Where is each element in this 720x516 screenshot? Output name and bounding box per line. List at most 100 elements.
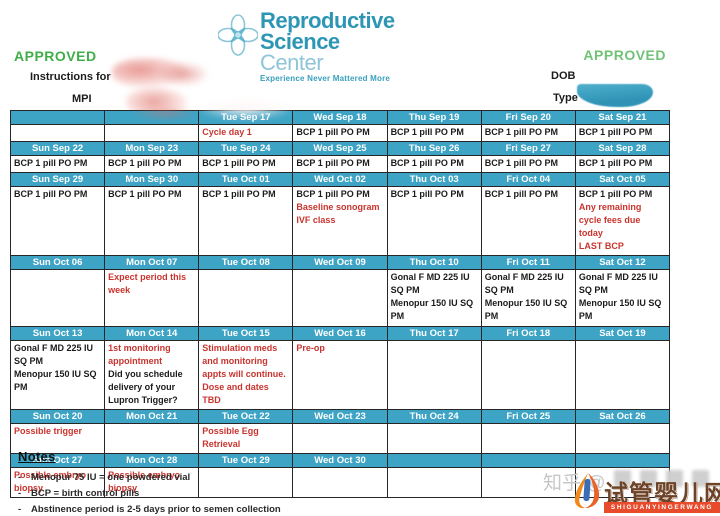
calendar-day-cell (292, 422, 388, 454)
calendar-day-cell: Gonal F MD 225 IU SQ PM Menopur 150 IU SQ… (480, 269, 576, 327)
calendar-day-cell (292, 269, 388, 327)
calendar-date-header: Mon Oct 07 (104, 255, 200, 271)
note-item: - Abstinence period is 2-5 days prior to … (18, 504, 438, 515)
calendar-med-text: BCP 1 pill PO PM (390, 158, 464, 169)
calendar-date-header-empty (9, 110, 106, 125)
calendar-week-6-header-row: Sun Oct 20 Mon Oct 21 Tue Oct 22 Wed Oct 23… (9, 408, 671, 424)
calendar-med-text: Menopur 150 IU SQ PM (14, 368, 97, 392)
approved-stamp-right: APPROVED (583, 47, 666, 63)
note-bullet-dash: - (18, 488, 22, 499)
calendar-date-header: Mon Oct 21 (104, 408, 200, 424)
logo-word-science-center: Science Center (260, 29, 340, 75)
note-text: Abstinence period is 2-5 days prior to s… (31, 504, 281, 515)
calendar-med-text: Menopur 150 IU SQ PM (578, 298, 662, 322)
calendar-med-text: BCP 1 pill PO PM (578, 127, 653, 137)
calendar-date-header: Fri Oct 18 (480, 325, 576, 341)
calendar-med-text: BCP 1 pill PO PM (484, 127, 559, 137)
calendar-day-cell (198, 466, 294, 498)
calendar-week-7-content-row: Possible embryo biopsy Possible embryo bi… (9, 466, 671, 498)
calendar-med-text: BCP 1 pill PO PM (108, 158, 182, 169)
calendar-date-header: Sun Oct 06 (9, 255, 106, 271)
calendar-med-text: BCP 1 pill PO PM (390, 189, 464, 200)
calendar-alert-text: Any remaining cycle fees due today (578, 202, 642, 239)
calendar-date-header: Wed Oct 23 (292, 408, 388, 424)
calendar-day-cell (574, 422, 671, 454)
calendar-date-header: Tue Oct 22 (198, 408, 294, 424)
calendar-week-3-content-row: BCP 1 pill PO PM BCP 1 pill PO PM BCP 1 pi… (9, 186, 671, 257)
note-bullet-dash: - (18, 504, 22, 515)
calendar-alert-text: LAST BCP (578, 241, 624, 252)
calendar-date-header: Sat Oct 12 (574, 255, 671, 271)
calendar-med-text: BCP 1 pill PO PM (14, 158, 88, 169)
calendar-day-cell: Expect period this week (104, 269, 200, 327)
calendar-date-header: Sat Sep 28 (574, 141, 671, 157)
notes-list: - Menopur 75 IU = one powdered vial - BCP =… (18, 472, 438, 516)
calendar-day-cell: BCP 1 pill PO PM (386, 123, 482, 143)
calendar-med-text: Did you schedule delivery of your Lupron… (108, 368, 183, 405)
calendar-date-header: Tue Oct 29 (198, 452, 294, 468)
calendar-day-cell: BCP 1 pill PO PM (198, 155, 294, 174)
calendar-med-text: Gonal F MD 225 IU SQ PM (578, 272, 658, 296)
calendar-alert-text: Possible Egg Retrieval (202, 425, 259, 449)
calendar-med-text: BCP 1 pill PO PM (390, 127, 464, 137)
calendar-med-text: Gonal F MD 225 IU SQ PM (14, 342, 94, 366)
site-logo-icon (574, 473, 600, 509)
obscured-glyph (640, 470, 657, 487)
type-label: Type (553, 92, 578, 104)
redaction-blob-patient-name (112, 58, 190, 88)
note-text: BCP = birth control pills (31, 488, 140, 499)
calendar-date-header: Thu Sep 26 (386, 141, 482, 157)
redaction-smear-white (198, 98, 293, 120)
calendar-date-header: Thu Oct 17 (386, 325, 482, 341)
calendar-date-header: Sat Oct 26 (574, 408, 671, 424)
redaction-blob-type (577, 84, 653, 107)
calendar-day-cell (386, 422, 482, 454)
calendar-date-header: Wed Sep 25 (292, 141, 388, 157)
calendar-med-text: BCP 1 pill PO PM (578, 189, 653, 200)
calendar-week-7-header-row: Sun Oct 27 Mon Oct 28 Tue Oct 29 Wed Oct 30 (9, 452, 671, 468)
logo-tagline: Experience Never Mattered More (260, 74, 391, 83)
calendar-med-text: BCP 1 pill PO PM (296, 127, 370, 137)
calendar-date-header: Sat Sep 21 (574, 110, 671, 125)
calendar-day-cell (104, 123, 200, 143)
calendar-day-cell: BCP 1 pill PO PM Baseline sonogram IVF cla… (292, 186, 388, 257)
calendar-med-text: BCP 1 pill PO PM (296, 189, 370, 200)
calendar-week-4-content-row: Expect period this week Gonal F MD 225 IU… (9, 269, 671, 327)
calendar-week-2-header-row: Sun Sep 22 Mon Sep 23 Tue Sep 24 Wed Sep 25… (9, 141, 671, 157)
calendar-day-cell: BCP 1 pill PO PM (574, 123, 671, 143)
calendar-date-header: Tue Oct 01 (198, 172, 294, 188)
calendar-day-cell: BCP 1 pill PO PM (574, 155, 671, 174)
calendar-date-header-empty (480, 452, 576, 468)
calendar-med-text: Menopur 150 IU SQ PM (484, 298, 568, 322)
calendar-day-cell (480, 339, 576, 410)
calendar-med-text: BCP 1 pill PO PM (108, 189, 182, 200)
calendar-alert-text: Possible embryo biopsy (14, 469, 87, 493)
calendar-date-header: Sun Sep 29 (9, 172, 106, 188)
calendar-date-header: Thu Oct 03 (386, 172, 482, 188)
calendar-date-header: Sun Oct 13 (9, 325, 106, 341)
instructions-for-label: Instructions for (30, 71, 111, 83)
calendar-day-cell (9, 123, 106, 143)
calendar-day-cell: BCP 1 pill PO PM (480, 123, 576, 143)
calendar-date-header: Sun Sep 22 (9, 141, 106, 157)
calendar-alert-text: Possible embryo biopsy (108, 469, 181, 493)
calendar-date-header: Mon Oct 28 (104, 452, 200, 468)
calendar-date-header: Thu Sep 19 (386, 110, 482, 125)
calendar-day-cell: Gonal F MD 225 IU SQ PM Menopur 150 IU SQ… (9, 339, 106, 410)
calendar-day-cell: BCP 1 pill PO PM (386, 155, 482, 174)
calendar-alert-text: Cycle day 1 (202, 127, 252, 137)
calendar-day-cell: BCP 1 pill PO PM (292, 155, 388, 174)
calendar-alert-text: IVF class (296, 215, 336, 226)
redaction-blob-patient-name-2 (160, 62, 208, 86)
calendar-med-text: BCP 1 pill PO PM (484, 189, 559, 200)
calendar-alert-text: Baseline sonogram (296, 202, 380, 213)
calendar-med-text: BCP 1 pill PO PM (578, 158, 653, 169)
calendar-week-4-header-row: Sun Oct 06 Mon Oct 07 Tue Oct 08 Wed Oct 09… (9, 255, 671, 271)
calendar-date-header: Fri Oct 11 (480, 255, 576, 271)
flower-icon (218, 14, 258, 56)
calendar-day-cell: BCP 1 pill PO PM (480, 186, 576, 257)
calendar-date-header: Mon Sep 23 (104, 141, 200, 157)
calendar-day-cell: BCP 1 pill PO PM (292, 123, 388, 143)
calendar-date-header: Sat Oct 05 (574, 172, 671, 188)
